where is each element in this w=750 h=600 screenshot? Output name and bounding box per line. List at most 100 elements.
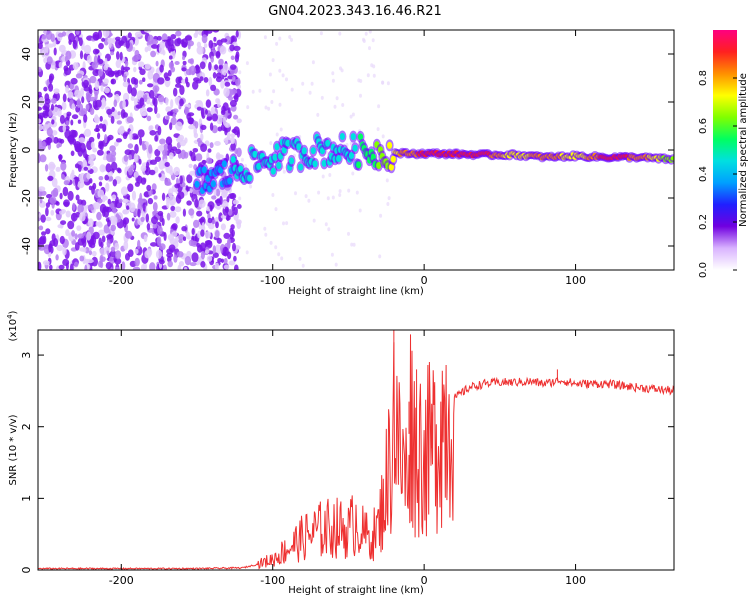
noise-speck — [88, 185, 93, 191]
noise-speck — [214, 141, 221, 146]
noise-speck — [189, 188, 193, 194]
noise-speck — [72, 202, 76, 211]
noise-speck — [163, 143, 169, 152]
noise-speck — [331, 71, 335, 76]
noise-speck — [230, 55, 235, 61]
spectrogram-xlabel: Height of straight line (km) — [288, 286, 424, 297]
noise-speck — [149, 262, 156, 270]
noise-speck — [200, 124, 207, 130]
noise-speck — [103, 87, 110, 94]
noise-speck — [112, 216, 118, 226]
noise-speck — [75, 146, 82, 153]
noise-speck — [328, 173, 332, 177]
noise-speck — [48, 83, 54, 92]
noise-speck — [69, 263, 74, 270]
noise-speck — [48, 243, 52, 253]
noise-speck — [333, 104, 337, 109]
noise-speck — [38, 261, 42, 270]
ridge-cell — [238, 165, 244, 173]
noise-speck — [317, 190, 321, 195]
noise-speck — [186, 174, 193, 184]
noise-speck — [326, 196, 330, 201]
noise-speck — [122, 81, 129, 88]
noise-speck — [224, 122, 231, 128]
noise-speck — [115, 138, 123, 143]
noise-speck — [157, 225, 163, 235]
noise-speck — [210, 84, 217, 92]
noise-speck — [38, 66, 42, 73]
noise-speck — [214, 64, 219, 71]
noise-speck — [204, 240, 212, 245]
noise-speck — [223, 232, 231, 239]
noise-speck — [99, 247, 107, 256]
noise-speck — [174, 61, 180, 65]
noise-speck — [138, 91, 145, 97]
noise-speck — [126, 116, 134, 124]
colorbar-tick-label: 0.8 — [698, 70, 709, 86]
noise-speck — [127, 143, 134, 149]
noise-speck — [38, 140, 43, 149]
noise-speck — [57, 224, 64, 229]
snr-series — [38, 330, 674, 570]
noise-speck — [127, 249, 134, 257]
noise-speck — [221, 258, 224, 263]
snr-scale-label: (x10 — [8, 319, 19, 342]
noise-speck — [199, 61, 206, 70]
noise-speck — [53, 238, 59, 247]
noise-speck — [386, 202, 390, 206]
noise-speck — [147, 83, 154, 88]
noise-speck — [179, 85, 185, 96]
noise-speck — [109, 250, 117, 258]
noise-speck — [341, 103, 345, 107]
noise-speck — [278, 68, 282, 73]
x-tick-label: -100 — [260, 274, 285, 287]
ridge-cell — [670, 156, 674, 161]
noise-speck — [151, 44, 159, 49]
noise-speck — [223, 87, 230, 97]
noise-speck — [205, 30, 213, 34]
noise-speck — [51, 177, 58, 188]
noise-speck — [109, 145, 116, 152]
noise-speck — [193, 219, 200, 228]
noise-speck — [195, 153, 203, 162]
noise-speck — [224, 81, 231, 87]
ridge-cell — [221, 160, 227, 168]
noise-speck — [368, 30, 372, 34]
noise-speck — [126, 205, 130, 210]
noise-speck — [81, 96, 85, 104]
noise-speck — [114, 250, 122, 260]
noise-speck — [88, 136, 95, 143]
noise-speck — [113, 70, 120, 75]
noise-speck — [38, 153, 41, 163]
noise-speck — [200, 143, 208, 152]
noise-speck — [121, 65, 125, 75]
noise-speck — [44, 93, 50, 102]
noise-speck — [55, 254, 59, 261]
noise-speck — [94, 128, 100, 132]
noise-speck — [119, 51, 123, 61]
noise-speck — [41, 34, 47, 40]
noise-speck — [75, 73, 83, 79]
noise-speck — [275, 41, 279, 46]
noise-speck — [167, 260, 173, 268]
noise-speck — [79, 50, 84, 60]
noise-speck — [151, 39, 159, 45]
noise-speck — [150, 242, 158, 247]
noise-speck — [351, 171, 355, 176]
snr-xlabel: Height of straight line (km) — [288, 585, 424, 596]
noise-speck — [170, 117, 177, 126]
noise-speck — [179, 98, 184, 107]
noise-speck — [123, 240, 129, 251]
noise-speck — [168, 152, 174, 160]
noise-speck — [144, 46, 149, 53]
noise-speck — [387, 196, 391, 201]
noise-speck — [173, 87, 178, 97]
noise-speck — [98, 181, 103, 187]
noise-speck — [177, 264, 182, 270]
ridge-cell — [376, 162, 382, 169]
noise-speck — [97, 149, 104, 156]
noise-speck — [91, 256, 98, 267]
noise-speck — [190, 151, 196, 162]
noise-speck — [212, 252, 219, 258]
noise-speck — [181, 67, 187, 72]
